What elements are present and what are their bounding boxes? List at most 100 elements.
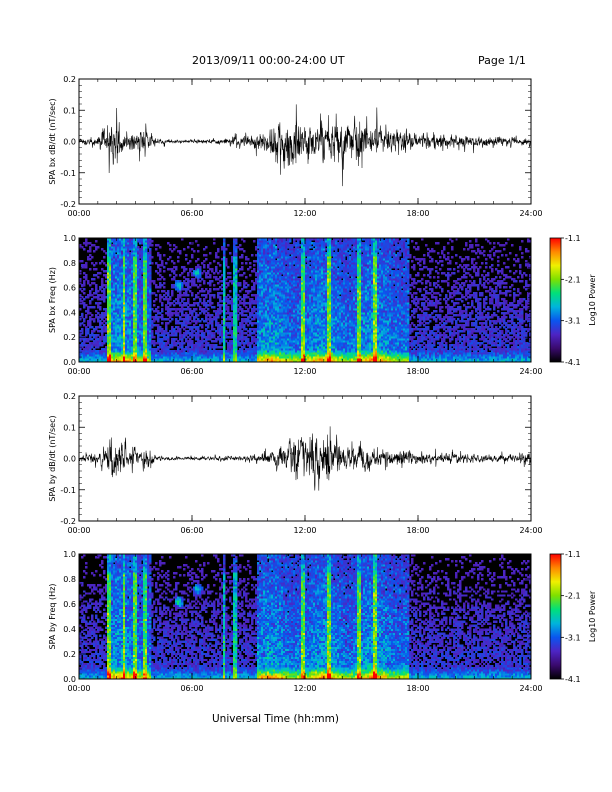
spectrogram-cell [249,348,252,351]
spectrogram-cell [187,302,190,305]
spectrogram-cell [295,314,298,317]
spectrogram-cell [135,266,138,269]
spectrogram-cell [129,276,132,279]
spectrogram-cell [191,274,194,277]
spectrogram-cell [113,308,116,311]
spectrogram-cell [111,258,114,261]
spectrogram-cell [209,304,212,307]
spectrogram-cell [259,298,262,301]
spectrogram-cell [235,288,238,291]
spectrogram-cell [99,262,102,265]
spectrogram-cell [295,242,298,245]
spectrogram-cell [287,278,290,281]
spectrogram-cell [145,312,148,315]
spectrogram-cell [109,348,112,351]
spectrogram-cell [195,348,198,351]
spectrogram-cell [271,302,274,305]
spectrogram-cell [293,296,296,299]
spectrogram-cell [163,270,166,273]
spectrogram-cell [183,280,186,283]
spectrogram-cell [149,288,152,291]
spectrogram-cell [131,254,134,257]
spectrogram-cell [173,332,176,335]
spectrogram-cell [167,332,170,335]
spectrogram-cell [201,358,204,361]
spectrogram-cell [295,238,298,241]
spectrogram-cell [295,320,298,323]
spectrogram-cell [109,268,112,271]
spectrogram-cell [155,324,158,327]
spectrogram-cell [299,320,302,323]
spectrogram-cell [281,360,284,363]
spectrogram-cell [259,250,262,253]
spectrogram-cell [143,266,146,269]
spectrogram-cell [211,340,214,343]
spectrogram-cell [263,356,266,359]
spectrogram-cell [269,350,272,353]
spectrogram-cell [145,260,148,263]
spectrogram-cell [187,358,190,361]
spectrogram-cell [181,300,184,303]
spectrogram-cell [229,276,232,279]
spectrogram-cell [275,320,278,323]
spectrogram-cell [249,312,252,315]
spectrogram-cell [269,294,272,297]
spectrogram-cell [249,320,252,323]
spectrogram-cell [159,346,162,349]
spectrogram-cell [161,356,164,359]
spectrogram-cell [279,356,282,359]
spectrogram-cell [181,352,184,355]
spectrogram-cell [167,298,170,301]
spectrogram-cell [163,356,166,359]
spectrogram-cell [279,306,282,309]
spectrogram-cell [171,340,174,343]
spectrogram-cell [109,286,112,289]
spectrogram-cell [125,258,128,261]
spectrogram-cell [285,300,288,303]
spectrogram-cell [301,324,304,327]
spectrogram-cell [113,312,116,315]
spectrogram-cell [143,304,146,307]
spectrogram-cell [233,238,236,241]
spectrogram-cell [157,338,160,341]
spectrogram-cell [265,312,268,315]
spectrogram-cell [283,342,286,345]
spectrogram-cell [293,338,296,341]
spectrogram-cell [83,350,86,353]
spectrogram-cell [217,294,220,297]
spectrogram-cell [127,262,130,265]
spectrogram-cell [281,308,284,311]
spectrogram-cell [263,298,266,301]
spectrogram-cell [95,356,98,359]
spectrogram-cell [247,348,250,351]
spectrogram-cell [137,264,140,267]
spectrogram-cell [133,292,136,295]
spectrogram-cell [235,344,238,347]
spectrogram-cell [165,338,168,341]
spectrogram-cell [87,338,90,341]
spectrogram-cell [243,272,246,275]
spectrogram-cell [211,336,214,339]
spectrogram-cell [275,306,278,309]
spectrogram-cell [121,276,124,279]
spectrogram-cell [283,352,286,355]
spectrogram-cell [173,304,176,307]
spectrogram-cell [299,296,302,299]
spectrogram-cell [119,308,122,311]
spectrogram-cell [229,336,232,339]
spectrogram-cell [101,318,104,321]
spectrogram-cell [127,302,130,305]
spectrogram-cell [201,272,204,275]
spectrogram-cell [125,312,128,315]
spectrogram-cell [267,296,270,299]
spectrogram-cell [295,338,298,341]
spectrogram-cell [301,254,304,257]
spectrogram-cell [213,294,216,297]
spectrogram-cell [233,326,236,329]
spectrogram-cell [253,264,256,267]
spectrogram-cell [119,268,122,271]
spectrogram-cell [205,338,208,341]
spectrogram-cell [119,272,122,275]
spectrogram-cell [119,314,122,317]
spectrogram-cell [281,282,284,285]
